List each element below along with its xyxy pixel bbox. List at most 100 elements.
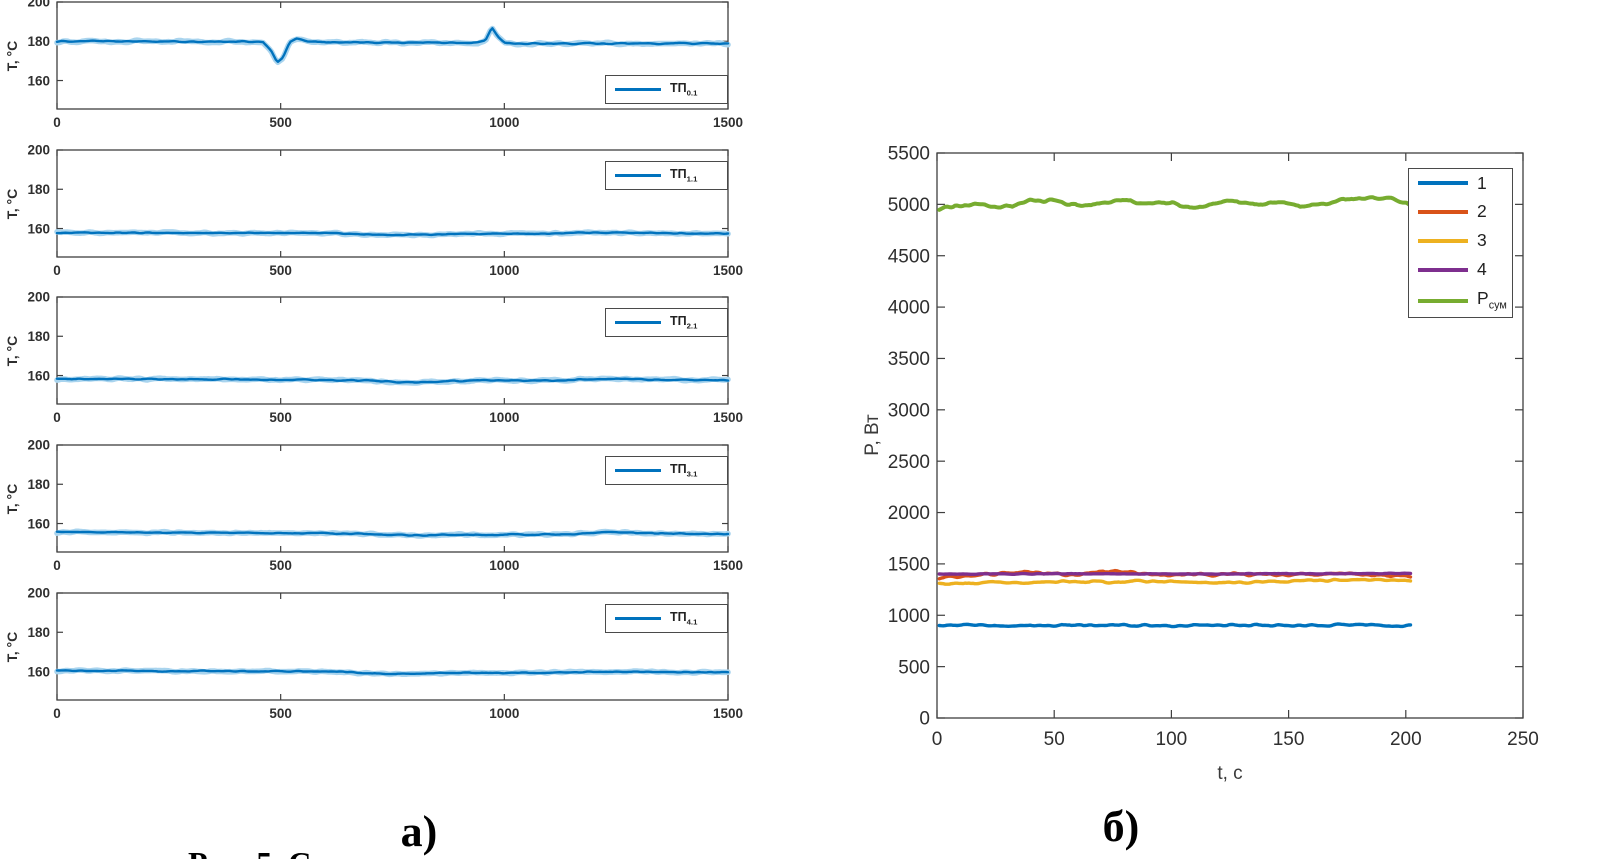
x-tick-label: 1000 — [489, 558, 519, 573]
y-tick-label: 180 — [27, 34, 50, 49]
legend-line-swatch — [615, 320, 661, 325]
y-tick-label: 3000 — [888, 400, 930, 421]
legend-line-swatch — [615, 173, 661, 178]
x-tick-label: 200 — [1390, 729, 1422, 750]
series-line-ТП0.1 — [55, 27, 730, 63]
y-tick-label: 2000 — [888, 503, 930, 524]
legend-item: ТП2.1 — [606, 315, 727, 330]
figure-caption-cutoff: Рис. 5. С — [188, 846, 1088, 859]
y-tick-label: 0 — [919, 709, 930, 730]
plot-frame — [56, 444, 729, 553]
temperature-subplot-4: T, °C 0 500 1000 1500 160 180 200 ТП4.1 — [0, 586, 745, 737]
legend-item-label: 3 — [1477, 230, 1487, 251]
temperature-subplot-1: T, °C 0 500 1000 1500 160 180 200 ТП1.1 — [0, 143, 745, 294]
x-tick-label: 500 — [269, 706, 292, 721]
x-tick-label: 100 — [1156, 729, 1188, 750]
y-tick-label: 160 — [27, 73, 50, 88]
legend-item-label: ТП4.1 — [670, 609, 698, 627]
x-tick-label: 0 — [53, 410, 61, 425]
x-tick-label: 1000 — [489, 263, 519, 278]
x-tick-label: 0 — [53, 706, 61, 721]
series-line-ТП4.1 — [55, 669, 730, 676]
y-tick-label: 200 — [27, 0, 50, 10]
legend-item: 4 — [1409, 261, 1512, 279]
legend-item-label: ТП0.1 — [670, 80, 698, 98]
legend: ТП4.1 — [605, 604, 728, 633]
legend-item: 2 — [1409, 203, 1512, 221]
x-tick-label: 250 — [1507, 729, 1539, 750]
x-tick-label: 1000 — [489, 115, 519, 130]
panel-label-b: б) — [1102, 802, 1140, 851]
series-line-3 — [937, 577, 1413, 586]
x-tick-label: 0 — [53, 115, 61, 130]
x-tick-label: 1500 — [713, 115, 743, 130]
y-tick-label: 160 — [27, 221, 50, 236]
legend-item: ТП3.1 — [606, 463, 727, 478]
legend-line-swatch — [1418, 239, 1468, 244]
x-tick-label: 1500 — [713, 410, 743, 425]
series-line-Pсум — [937, 195, 1413, 212]
legend-item-label: 2 — [1477, 201, 1487, 222]
x-tick-label: 1000 — [489, 706, 519, 721]
y-tick-label: 1000 — [888, 606, 930, 627]
x-tick-label: 50 — [1044, 729, 1065, 750]
x-tick-label: 1500 — [713, 558, 743, 573]
legend-line-swatch — [1418, 298, 1468, 303]
plot-frame — [56, 296, 729, 405]
y-tick-label: 500 — [898, 657, 930, 678]
plot-frame — [56, 592, 729, 701]
legend-line-swatch — [615, 616, 661, 621]
y-tick-label: 200 — [27, 290, 50, 305]
plot-svg-tp0: 0 500 1000 1500 160 180 200 — [27, 0, 743, 130]
x-tick-label: 0 — [932, 729, 943, 750]
y-tick-label: 1500 — [888, 555, 930, 576]
temperature-subplot-3: T, °C 0 500 1000 1500 160 180 200 ТП3.1 — [0, 438, 745, 589]
x-axis-label: t, c — [1217, 763, 1243, 784]
power-chart: P, Вт t, c 0 50 100 150 200 250 0 500 1000 1500 20… — [840, 130, 1605, 845]
series-line-4 — [937, 571, 1413, 576]
y-tick-label: 4500 — [888, 246, 930, 267]
legend-item: 1 — [1409, 174, 1512, 193]
x-tick-label: 0 — [53, 263, 61, 278]
legend: ТП0.1 — [605, 75, 728, 104]
legend-line-swatch — [1418, 267, 1468, 272]
legend: 1 2 3 4 Pсум — [1408, 168, 1513, 318]
legend-line-swatch — [615, 468, 661, 473]
legend-line-swatch — [1418, 210, 1468, 215]
plot-frame — [56, 149, 729, 258]
series-line-ТП3.1 — [55, 530, 730, 537]
series-line-ТП2.1 — [55, 377, 730, 384]
y-tick-label: 200 — [27, 586, 50, 601]
series-line-ТП1.1 — [55, 231, 730, 237]
plot-svg-tp3: 0 500 1000 1500 160 180 200 — [27, 438, 743, 573]
legend: ТП2.1 — [605, 308, 728, 337]
temperature-subplot-0: T, °C 0 500 1000 1500 160 180 200 ТП0.1 — [0, 0, 745, 146]
y-tick-label: 180 — [27, 329, 50, 344]
y-tick-label: 180 — [27, 625, 50, 640]
temperature-subplot-2: T, °C 0 500 1000 1500 160 180 200 ТП2.1 — [0, 290, 745, 441]
legend: ТП3.1 — [605, 456, 728, 485]
x-tick-label: 1500 — [713, 706, 743, 721]
legend-item-label: ТП2.1 — [670, 313, 698, 331]
legend-item-label: ТП3.1 — [670, 461, 698, 479]
legend-item: 3 — [1409, 232, 1512, 250]
y-tick-label: 200 — [27, 143, 50, 158]
legend-item: Pсум — [1409, 289, 1512, 311]
legend-line-swatch — [1418, 181, 1468, 186]
y-tick-label: 180 — [27, 182, 50, 197]
y-tick-label: 5000 — [888, 195, 930, 216]
plot-svg-power: 0 50 100 150 200 2500500100015002000250030003… — [888, 144, 1539, 750]
legend-item: ТП1.1 — [606, 168, 727, 183]
plot-svg-tp1: 0 500 1000 1500 160 180 200 — [27, 143, 743, 278]
y-tick-label: 160 — [27, 368, 50, 383]
x-tick-label: 150 — [1273, 729, 1305, 750]
plot-frame — [56, 1, 729, 110]
panel-label-a: а) — [400, 807, 438, 856]
plot-svg-tp4: 0 500 1000 1500 160 180 200 — [27, 586, 743, 721]
y-tick-label: 2500 — [888, 452, 930, 473]
x-tick-label: 1500 — [713, 263, 743, 278]
x-tick-label: 500 — [269, 115, 292, 130]
legend: ТП1.1 — [605, 161, 728, 190]
x-tick-label: 500 — [269, 410, 292, 425]
